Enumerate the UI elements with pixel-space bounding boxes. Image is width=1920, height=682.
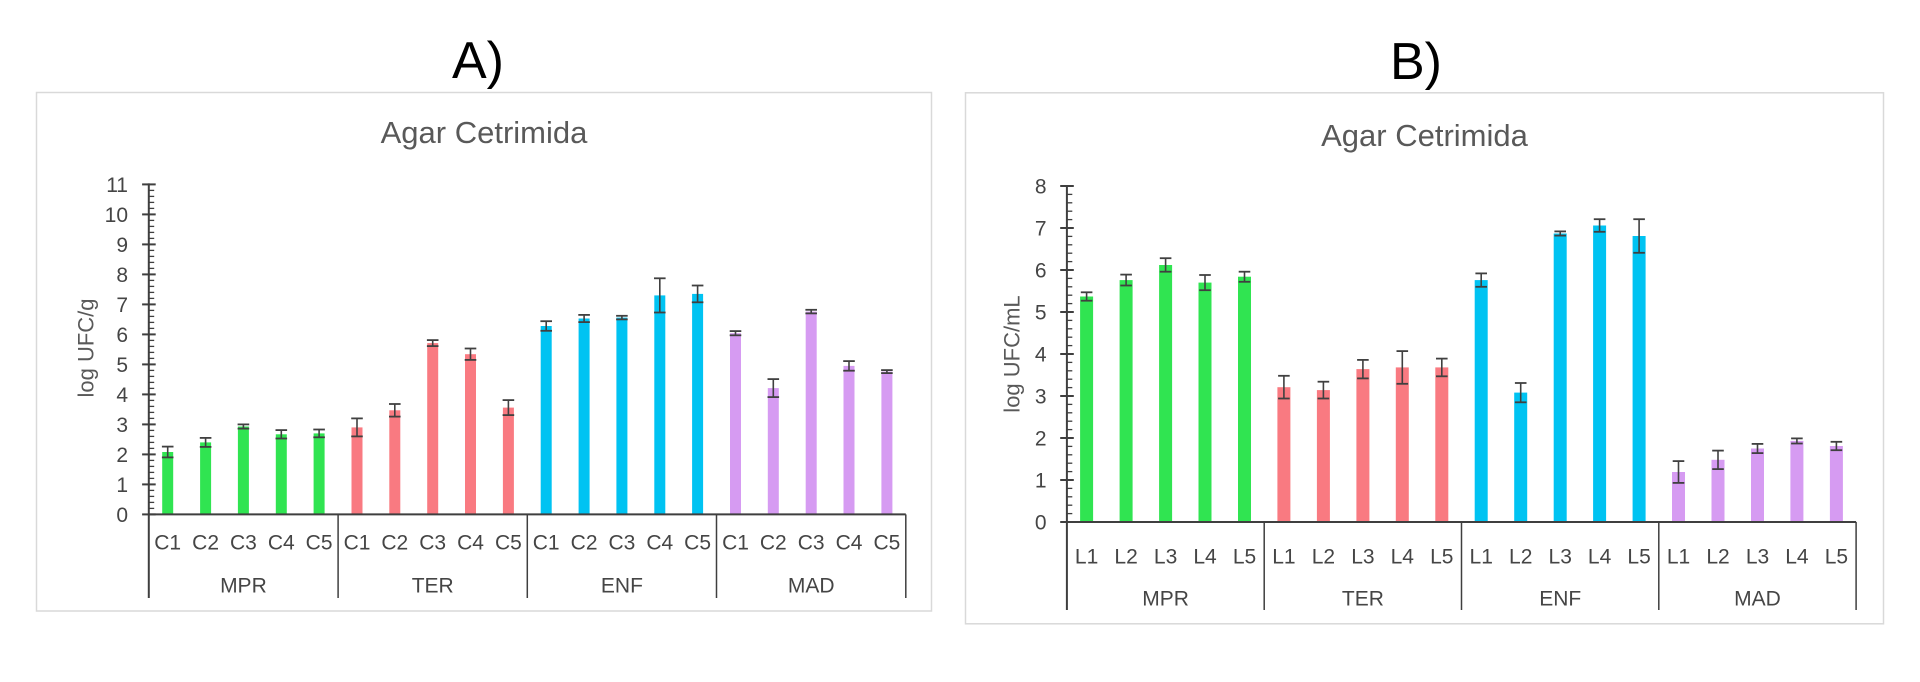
svg-text:L3: L3 bbox=[1549, 546, 1572, 569]
svg-text:C3: C3 bbox=[419, 532, 446, 555]
svg-text:9: 9 bbox=[116, 234, 128, 257]
svg-text:L5: L5 bbox=[1627, 546, 1650, 569]
svg-text:C4: C4 bbox=[836, 532, 863, 555]
svg-text:C5: C5 bbox=[873, 532, 900, 555]
svg-text:C5: C5 bbox=[495, 532, 522, 555]
svg-text:TER: TER bbox=[1342, 588, 1384, 611]
svg-text:C1: C1 bbox=[154, 532, 181, 555]
svg-text:C2: C2 bbox=[760, 532, 787, 555]
svg-text:ENF: ENF bbox=[1539, 588, 1581, 611]
svg-text:B): B) bbox=[1390, 33, 1442, 91]
svg-text:C3: C3 bbox=[230, 532, 257, 555]
svg-text:11: 11 bbox=[106, 174, 128, 197]
svg-text:log UFC/g: log UFC/g bbox=[74, 298, 99, 397]
svg-text:7: 7 bbox=[116, 294, 128, 317]
svg-text:MAD: MAD bbox=[1734, 588, 1781, 611]
svg-text:L5: L5 bbox=[1430, 546, 1453, 569]
svg-text:8: 8 bbox=[1035, 176, 1047, 199]
svg-text:4: 4 bbox=[1035, 344, 1047, 367]
svg-text:10: 10 bbox=[105, 204, 128, 227]
svg-text:L3: L3 bbox=[1746, 546, 1769, 569]
svg-text:Agar Cetrimida: Agar Cetrimida bbox=[381, 115, 588, 150]
svg-text:3: 3 bbox=[116, 414, 128, 437]
svg-text:C4: C4 bbox=[457, 532, 484, 555]
svg-text:Agar Cetrimida: Agar Cetrimida bbox=[1321, 118, 1528, 153]
svg-text:0: 0 bbox=[116, 504, 128, 527]
svg-text:C2: C2 bbox=[381, 532, 408, 555]
svg-text:A): A) bbox=[452, 32, 504, 90]
svg-text:0: 0 bbox=[1035, 512, 1047, 535]
svg-text:L1: L1 bbox=[1470, 546, 1493, 569]
svg-text:MPR: MPR bbox=[220, 575, 267, 598]
svg-text:L2: L2 bbox=[1312, 546, 1335, 569]
svg-text:C2: C2 bbox=[571, 532, 598, 555]
svg-text:C5: C5 bbox=[684, 532, 711, 555]
svg-text:1: 1 bbox=[116, 474, 128, 497]
svg-text:4: 4 bbox=[116, 384, 128, 407]
svg-text:5: 5 bbox=[1035, 302, 1047, 325]
svg-text:L2: L2 bbox=[1509, 546, 1532, 569]
svg-text:L1: L1 bbox=[1075, 546, 1098, 569]
svg-text:C5: C5 bbox=[306, 532, 333, 555]
svg-text:L1: L1 bbox=[1272, 546, 1295, 569]
svg-text:C3: C3 bbox=[798, 532, 825, 555]
svg-text:L5: L5 bbox=[1825, 546, 1848, 569]
svg-text:TER: TER bbox=[412, 575, 454, 598]
svg-text:7: 7 bbox=[1035, 218, 1047, 241]
svg-text:L3: L3 bbox=[1351, 546, 1374, 569]
svg-text:C1: C1 bbox=[722, 532, 749, 555]
svg-text:2: 2 bbox=[116, 444, 128, 467]
svg-text:C4: C4 bbox=[646, 532, 673, 555]
svg-text:L4: L4 bbox=[1193, 546, 1217, 569]
svg-text:log UFC/mL: log UFC/mL bbox=[1000, 295, 1025, 412]
svg-text:L1: L1 bbox=[1667, 546, 1690, 569]
svg-text:L2: L2 bbox=[1114, 546, 1137, 569]
svg-text:C4: C4 bbox=[268, 532, 295, 555]
svg-text:L4: L4 bbox=[1588, 546, 1612, 569]
svg-text:L5: L5 bbox=[1233, 546, 1256, 569]
svg-text:C3: C3 bbox=[608, 532, 635, 555]
svg-text:C1: C1 bbox=[344, 532, 371, 555]
svg-text:L4: L4 bbox=[1785, 546, 1809, 569]
svg-text:2: 2 bbox=[1035, 428, 1047, 451]
svg-text:L3: L3 bbox=[1154, 546, 1177, 569]
svg-text:L4: L4 bbox=[1391, 546, 1415, 569]
svg-text:MPR: MPR bbox=[1142, 588, 1189, 611]
svg-text:1: 1 bbox=[1035, 470, 1047, 493]
svg-text:C1: C1 bbox=[533, 532, 560, 555]
svg-text:3: 3 bbox=[1035, 386, 1047, 409]
svg-text:MAD: MAD bbox=[788, 575, 835, 598]
svg-text:L2: L2 bbox=[1706, 546, 1729, 569]
svg-text:5: 5 bbox=[116, 354, 128, 377]
svg-text:6: 6 bbox=[1035, 260, 1047, 283]
svg-text:ENF: ENF bbox=[601, 575, 643, 598]
svg-text:6: 6 bbox=[116, 324, 128, 347]
svg-text:C2: C2 bbox=[192, 532, 219, 555]
svg-text:8: 8 bbox=[116, 264, 128, 287]
